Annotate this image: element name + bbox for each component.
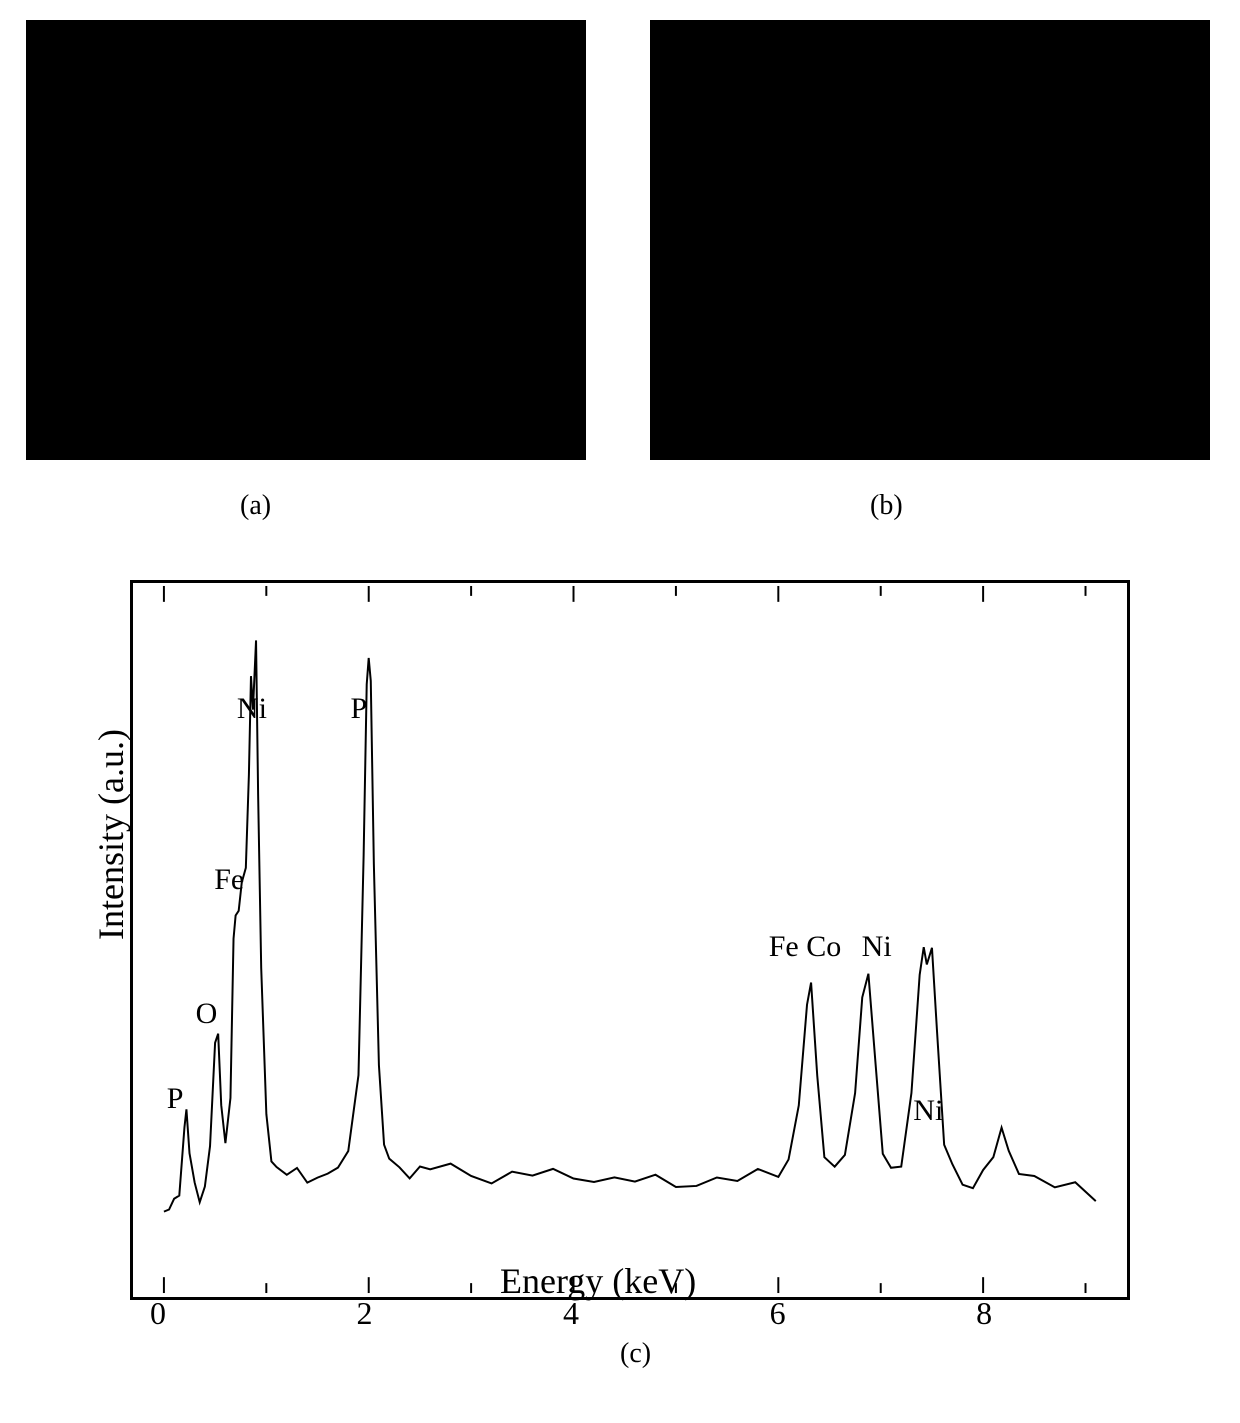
x-tick-label: 6	[770, 1295, 786, 1332]
x-tick-label: 4	[563, 1295, 579, 1332]
caption-b: (b)	[870, 490, 903, 522]
peak-label: P	[351, 692, 368, 726]
peak-label: O	[196, 997, 218, 1031]
peak-label: Ni	[862, 930, 892, 964]
peak-label: P	[167, 1082, 184, 1116]
x-axis-label: Energy (keV)	[500, 1260, 696, 1302]
peak-label: Ni	[913, 1094, 943, 1128]
x-tick-label: 2	[357, 1295, 373, 1332]
y-axis-label: Intensity (a.u.)	[90, 729, 132, 940]
sem-panel-b	[650, 20, 1210, 460]
peak-label: Ni	[237, 692, 267, 726]
caption-a: (a)	[240, 490, 271, 522]
x-tick-label: 8	[976, 1295, 992, 1332]
eds-spectrum-svg	[133, 583, 1127, 1297]
x-tick-label: 0	[150, 1295, 166, 1332]
sem-panel-a	[26, 20, 586, 460]
caption-c: (c)	[620, 1338, 651, 1370]
eds-chart-frame	[130, 580, 1130, 1300]
peak-label: Fe Co	[769, 930, 842, 964]
peak-label: Fe	[214, 863, 244, 897]
